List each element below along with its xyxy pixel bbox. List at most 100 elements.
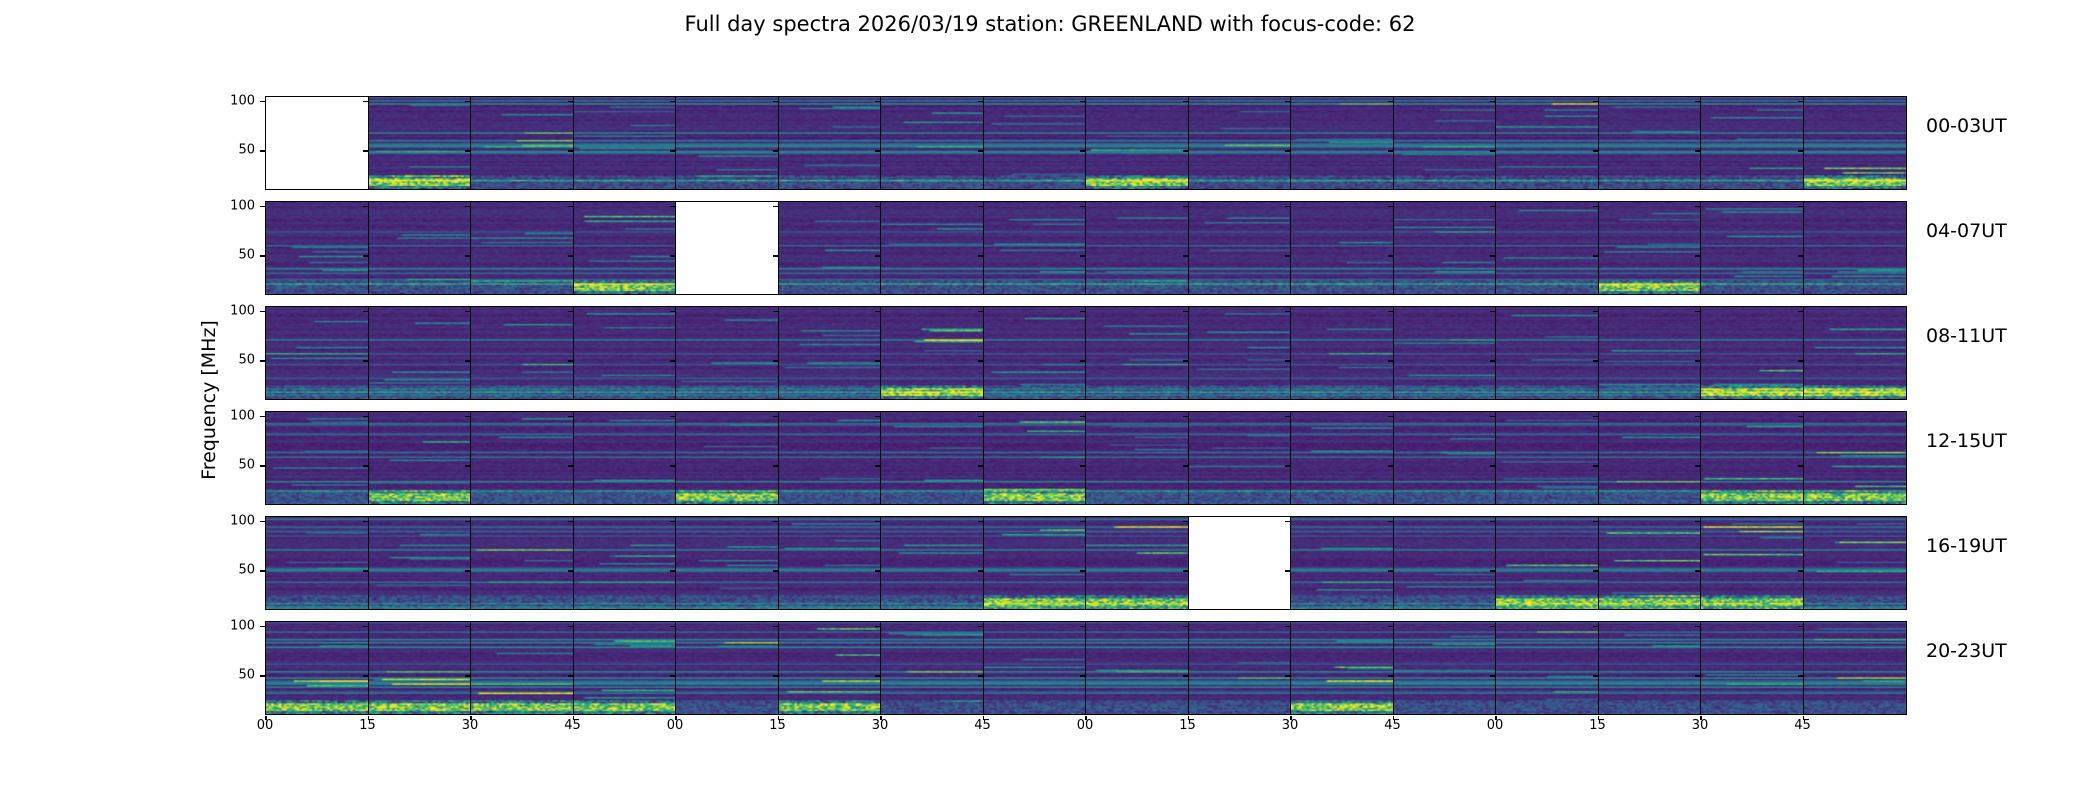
spectrogram-image	[676, 307, 778, 399]
panel-tick	[1797, 255, 1803, 257]
panel-tick	[567, 675, 573, 677]
spectrogram-image	[1188, 412, 1291, 504]
x-tick-label: 15	[769, 718, 786, 733]
panel-tick	[1695, 625, 1700, 628]
panel-tick	[1797, 415, 1803, 418]
spectrogram-panel	[572, 411, 677, 505]
spectrogram-panel	[1597, 96, 1702, 190]
panel-tick	[1592, 205, 1598, 208]
spectrogram-image	[1086, 307, 1188, 399]
panel-tick	[1797, 465, 1803, 467]
panel-tick	[465, 150, 470, 152]
spectrogram-panel	[1290, 201, 1394, 295]
spectrogram-image	[266, 622, 368, 714]
spectrogram-image	[1393, 97, 1496, 189]
spectrogram-image	[881, 202, 983, 294]
spectrogram-panel	[1392, 201, 1497, 295]
panel-tick	[977, 570, 983, 572]
panel-tick	[465, 570, 470, 572]
spectrogram-image	[573, 307, 676, 399]
spectrogram-image	[471, 412, 573, 504]
spectrogram-image	[881, 412, 983, 504]
x-tick-label: 30	[1691, 718, 1709, 733]
spectrogram-panel	[572, 306, 677, 400]
panel-tick	[1387, 255, 1393, 257]
spectrogram-image	[778, 97, 881, 189]
spectrogram-image	[1496, 307, 1598, 399]
x-tick	[982, 716, 984, 720]
panel-tick	[465, 360, 470, 362]
y-tick	[260, 150, 265, 152]
spectrogram-panel	[1085, 201, 1189, 295]
spectrogram-image	[1496, 517, 1598, 609]
spectrogram-panel	[1085, 411, 1189, 505]
panel-tick	[772, 310, 778, 313]
panel-tick	[1285, 570, 1290, 572]
spectrogram-image	[778, 517, 881, 609]
panel-tick	[670, 310, 675, 313]
y-tick-label: 50	[238, 247, 255, 263]
spectrogram-panel	[982, 516, 1087, 610]
panel-tick	[1387, 360, 1393, 362]
panel-tick	[875, 465, 880, 467]
spectrogram-panel	[572, 516, 677, 610]
spectrogram-panel	[1802, 516, 1907, 610]
panel-tick	[1080, 205, 1085, 208]
x-tick	[1495, 716, 1497, 720]
spectrogram-image	[881, 622, 983, 714]
panel-tick	[567, 100, 573, 103]
spectrogram-image	[1701, 622, 1803, 714]
spectrogram-panel	[1597, 621, 1702, 715]
panel-tick	[772, 360, 778, 362]
spectrogram-image	[266, 412, 368, 504]
panel-tick	[875, 360, 880, 362]
panel-tick	[875, 675, 880, 677]
panel-tick	[465, 100, 470, 103]
x-tick-label: 00	[256, 718, 274, 733]
y-tick-label: 100	[230, 198, 255, 214]
panel-tick	[465, 520, 470, 523]
spectrogram-image	[471, 202, 573, 294]
x-tick	[675, 716, 677, 720]
panel-tick	[1695, 570, 1700, 572]
panel-tick	[1695, 520, 1700, 523]
spectrogram-image	[471, 622, 573, 714]
panel-tick	[1387, 570, 1393, 572]
panel-tick	[1490, 360, 1495, 362]
panel-tick	[362, 520, 368, 523]
spectrogram-image	[1496, 622, 1598, 714]
row-time-label: 16-19UT	[1926, 535, 2007, 557]
spectrogram-panel	[1700, 621, 1804, 715]
spectrogram-panel	[880, 306, 984, 400]
panel-tick	[1080, 570, 1085, 572]
spectrogram-image	[1086, 517, 1188, 609]
spectrogram-panel	[470, 411, 574, 505]
spectrogram-panel	[1495, 411, 1599, 505]
panel-tick	[1797, 310, 1803, 313]
panel-tick	[362, 570, 368, 572]
spectrogram-image	[1701, 517, 1803, 609]
spectrogram-panel	[1187, 621, 1292, 715]
panel-tick	[1592, 310, 1598, 313]
panel-tick	[977, 100, 983, 103]
spectrogram-image	[1701, 97, 1803, 189]
spectrogram-panel	[982, 306, 1087, 400]
spectrogram-image	[983, 307, 1086, 399]
y-tick-label: 50	[238, 457, 255, 473]
spectrogram-panel	[367, 201, 472, 295]
x-tick	[1392, 716, 1394, 720]
spectrogram-image	[1188, 622, 1291, 714]
spectrogram-panel	[777, 516, 882, 610]
x-tick	[1597, 716, 1599, 720]
spectrogram-panel	[1187, 201, 1292, 295]
spectrogram-panel	[1392, 621, 1497, 715]
panel-tick	[1285, 150, 1290, 152]
panel-tick	[670, 415, 675, 418]
spectrogram-image	[676, 622, 778, 714]
spectrogram-panel	[367, 621, 472, 715]
spectrogram-panel	[1495, 201, 1599, 295]
panel-tick	[1695, 255, 1700, 257]
panel-tick	[1695, 150, 1700, 152]
spectrogram-panel	[1700, 96, 1804, 190]
spectrogram-image	[1393, 622, 1496, 714]
